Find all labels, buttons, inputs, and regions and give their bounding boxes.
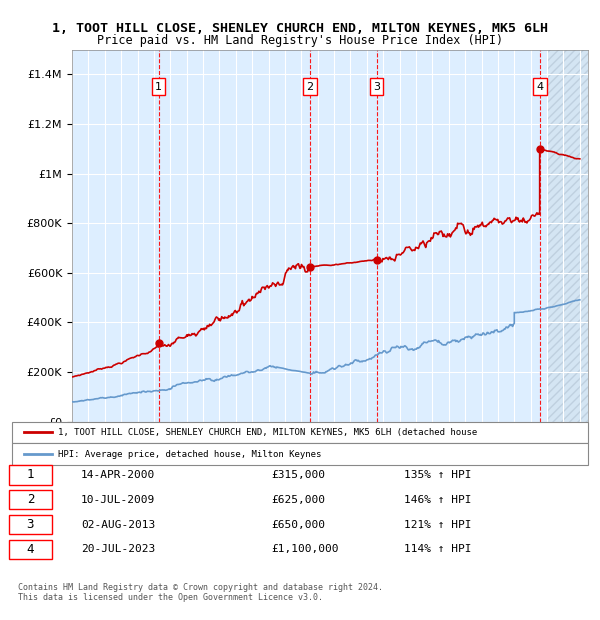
Text: £625,000: £625,000 bbox=[271, 495, 325, 505]
Text: 3: 3 bbox=[26, 518, 34, 531]
FancyBboxPatch shape bbox=[9, 539, 52, 559]
Text: Contains HM Land Registry data © Crown copyright and database right 2024.
This d: Contains HM Land Registry data © Crown c… bbox=[18, 583, 383, 602]
FancyBboxPatch shape bbox=[12, 443, 588, 465]
Text: 1: 1 bbox=[26, 469, 34, 481]
FancyBboxPatch shape bbox=[12, 422, 588, 443]
Text: 4: 4 bbox=[26, 543, 34, 556]
Text: £315,000: £315,000 bbox=[271, 470, 325, 480]
Text: 10-JUL-2009: 10-JUL-2009 bbox=[81, 495, 155, 505]
Text: 3: 3 bbox=[373, 82, 380, 92]
Text: 1: 1 bbox=[155, 82, 162, 92]
Text: 2: 2 bbox=[306, 82, 313, 92]
FancyBboxPatch shape bbox=[9, 515, 52, 534]
Text: 20-JUL-2023: 20-JUL-2023 bbox=[81, 544, 155, 554]
Text: 2: 2 bbox=[26, 494, 34, 506]
Text: 4: 4 bbox=[536, 82, 543, 92]
Text: 1, TOOT HILL CLOSE, SHENLEY CHURCH END, MILTON KEYNES, MK5 6LH (detached house: 1, TOOT HILL CLOSE, SHENLEY CHURCH END, … bbox=[58, 428, 478, 437]
Text: HPI: Average price, detached house, Milton Keynes: HPI: Average price, detached house, Milt… bbox=[58, 450, 322, 459]
Text: £1,100,000: £1,100,000 bbox=[271, 544, 338, 554]
Text: £650,000: £650,000 bbox=[271, 520, 325, 529]
Text: 14-APR-2000: 14-APR-2000 bbox=[81, 470, 155, 480]
Text: 114% ↑ HPI: 114% ↑ HPI bbox=[404, 544, 471, 554]
Text: 135% ↑ HPI: 135% ↑ HPI bbox=[404, 470, 471, 480]
Text: 146% ↑ HPI: 146% ↑ HPI bbox=[404, 495, 471, 505]
FancyBboxPatch shape bbox=[9, 465, 52, 485]
Text: Price paid vs. HM Land Registry's House Price Index (HPI): Price paid vs. HM Land Registry's House … bbox=[97, 34, 503, 47]
FancyBboxPatch shape bbox=[9, 490, 52, 510]
Bar bbox=[547, 50, 588, 422]
Text: 121% ↑ HPI: 121% ↑ HPI bbox=[404, 520, 471, 529]
Text: 02-AUG-2013: 02-AUG-2013 bbox=[81, 520, 155, 529]
Text: 1, TOOT HILL CLOSE, SHENLEY CHURCH END, MILTON KEYNES, MK5 6LH: 1, TOOT HILL CLOSE, SHENLEY CHURCH END, … bbox=[52, 22, 548, 35]
